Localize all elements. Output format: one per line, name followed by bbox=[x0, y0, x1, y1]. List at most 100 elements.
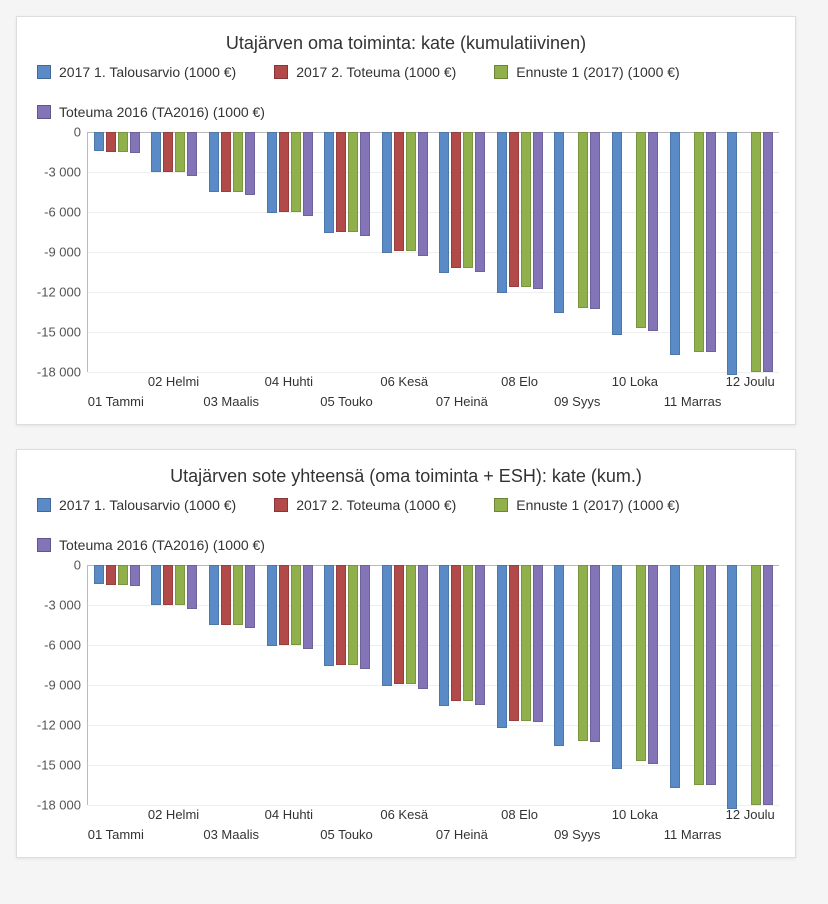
bar[interactable] bbox=[163, 565, 173, 605]
bar[interactable] bbox=[163, 132, 173, 172]
bar[interactable] bbox=[151, 565, 161, 605]
bar[interactable] bbox=[706, 132, 716, 352]
legend-item[interactable]: 2017 1. Talousarvio (1000 €) bbox=[37, 64, 236, 80]
legend-item[interactable]: Toteuma 2016 (TA2016) (1000 €) bbox=[37, 537, 265, 553]
bar[interactable] bbox=[221, 565, 231, 625]
bar[interactable] bbox=[554, 132, 564, 313]
bar[interactable] bbox=[554, 565, 564, 746]
bar[interactable] bbox=[336, 565, 346, 665]
bar[interactable] bbox=[612, 565, 622, 769]
bar[interactable] bbox=[521, 565, 531, 721]
bar[interactable] bbox=[382, 132, 392, 253]
bar[interactable] bbox=[151, 132, 161, 172]
bar[interactable] bbox=[106, 132, 116, 152]
bar[interactable] bbox=[706, 565, 716, 785]
bar[interactable] bbox=[670, 132, 680, 355]
bar[interactable] bbox=[463, 132, 473, 268]
bar[interactable] bbox=[497, 132, 507, 293]
bar[interactable] bbox=[303, 132, 313, 216]
bar[interactable] bbox=[348, 132, 358, 232]
bar[interactable] bbox=[94, 565, 104, 584]
bar[interactable] bbox=[324, 132, 334, 233]
bar[interactable] bbox=[382, 565, 392, 686]
bar[interactable] bbox=[509, 565, 519, 721]
bar[interactable] bbox=[751, 132, 761, 372]
bar[interactable] bbox=[439, 132, 449, 273]
bar[interactable] bbox=[245, 565, 255, 628]
bar[interactable] bbox=[463, 565, 473, 701]
bar[interactable] bbox=[233, 132, 243, 192]
bar[interactable] bbox=[751, 565, 761, 805]
bar[interactable] bbox=[118, 565, 128, 585]
bar[interactable] bbox=[727, 132, 737, 375]
bar[interactable] bbox=[233, 565, 243, 625]
bar[interactable] bbox=[521, 132, 531, 287]
bar[interactable] bbox=[245, 132, 255, 195]
bar[interactable] bbox=[130, 132, 140, 153]
y-tick-label: -9 000 bbox=[44, 678, 81, 693]
legend-item[interactable]: 2017 2. Toteuma (1000 €) bbox=[274, 64, 456, 80]
bar[interactable] bbox=[406, 132, 416, 251]
bar[interactable] bbox=[475, 565, 485, 705]
bar[interactable] bbox=[324, 565, 334, 666]
bar[interactable] bbox=[648, 132, 658, 331]
bar[interactable] bbox=[267, 565, 277, 646]
bar[interactable] bbox=[763, 132, 773, 372]
legend-item[interactable]: 2017 2. Toteuma (1000 €) bbox=[274, 497, 456, 513]
bar-group bbox=[261, 565, 319, 805]
bar[interactable] bbox=[418, 132, 428, 256]
bar[interactable] bbox=[303, 565, 313, 649]
bar[interactable] bbox=[727, 565, 737, 809]
bar[interactable] bbox=[291, 132, 301, 212]
bar-group bbox=[203, 565, 261, 805]
bar[interactable] bbox=[636, 565, 646, 761]
bar[interactable] bbox=[94, 132, 104, 151]
x-tick-label: 10 Loka bbox=[606, 807, 664, 822]
bar[interactable] bbox=[175, 132, 185, 172]
bar[interactable] bbox=[348, 565, 358, 665]
bar[interactable] bbox=[590, 565, 600, 742]
bar[interactable] bbox=[439, 565, 449, 706]
legend-item[interactable]: 2017 1. Talousarvio (1000 €) bbox=[37, 497, 236, 513]
legend-item[interactable]: Toteuma 2016 (TA2016) (1000 €) bbox=[37, 104, 265, 120]
legend-item[interactable]: Ennuste 1 (2017) (1000 €) bbox=[494, 497, 679, 513]
bar[interactable] bbox=[267, 132, 277, 213]
bar[interactable] bbox=[187, 132, 197, 176]
bar[interactable] bbox=[475, 132, 485, 272]
bar[interactable] bbox=[694, 565, 704, 785]
bar[interactable] bbox=[279, 565, 289, 645]
bar[interactable] bbox=[648, 565, 658, 764]
bar[interactable] bbox=[175, 565, 185, 605]
bar[interactable] bbox=[418, 565, 428, 689]
bar[interactable] bbox=[394, 132, 404, 251]
bar[interactable] bbox=[360, 565, 370, 669]
legend-item[interactable]: Ennuste 1 (2017) (1000 €) bbox=[494, 64, 679, 80]
bar[interactable] bbox=[533, 132, 543, 289]
bar[interactable] bbox=[497, 565, 507, 728]
bar[interactable] bbox=[336, 132, 346, 232]
bar[interactable] bbox=[578, 565, 588, 741]
bar[interactable] bbox=[451, 132, 461, 268]
bar[interactable] bbox=[118, 132, 128, 152]
bar[interactable] bbox=[291, 565, 301, 645]
bar[interactable] bbox=[187, 565, 197, 609]
bar[interactable] bbox=[406, 565, 416, 684]
bar[interactable] bbox=[106, 565, 116, 585]
bar[interactable] bbox=[763, 565, 773, 805]
bar[interactable] bbox=[590, 132, 600, 309]
bar[interactable] bbox=[509, 132, 519, 287]
bar[interactable] bbox=[670, 565, 680, 788]
bar[interactable] bbox=[636, 132, 646, 328]
bar[interactable] bbox=[533, 565, 543, 722]
bar[interactable] bbox=[694, 132, 704, 352]
bar[interactable] bbox=[451, 565, 461, 701]
bar[interactable] bbox=[221, 132, 231, 192]
bar[interactable] bbox=[130, 565, 140, 586]
bar[interactable] bbox=[360, 132, 370, 236]
bar[interactable] bbox=[209, 565, 219, 625]
bar[interactable] bbox=[279, 132, 289, 212]
bar[interactable] bbox=[612, 132, 622, 335]
bar[interactable] bbox=[578, 132, 588, 308]
bar[interactable] bbox=[394, 565, 404, 684]
bar[interactable] bbox=[209, 132, 219, 192]
